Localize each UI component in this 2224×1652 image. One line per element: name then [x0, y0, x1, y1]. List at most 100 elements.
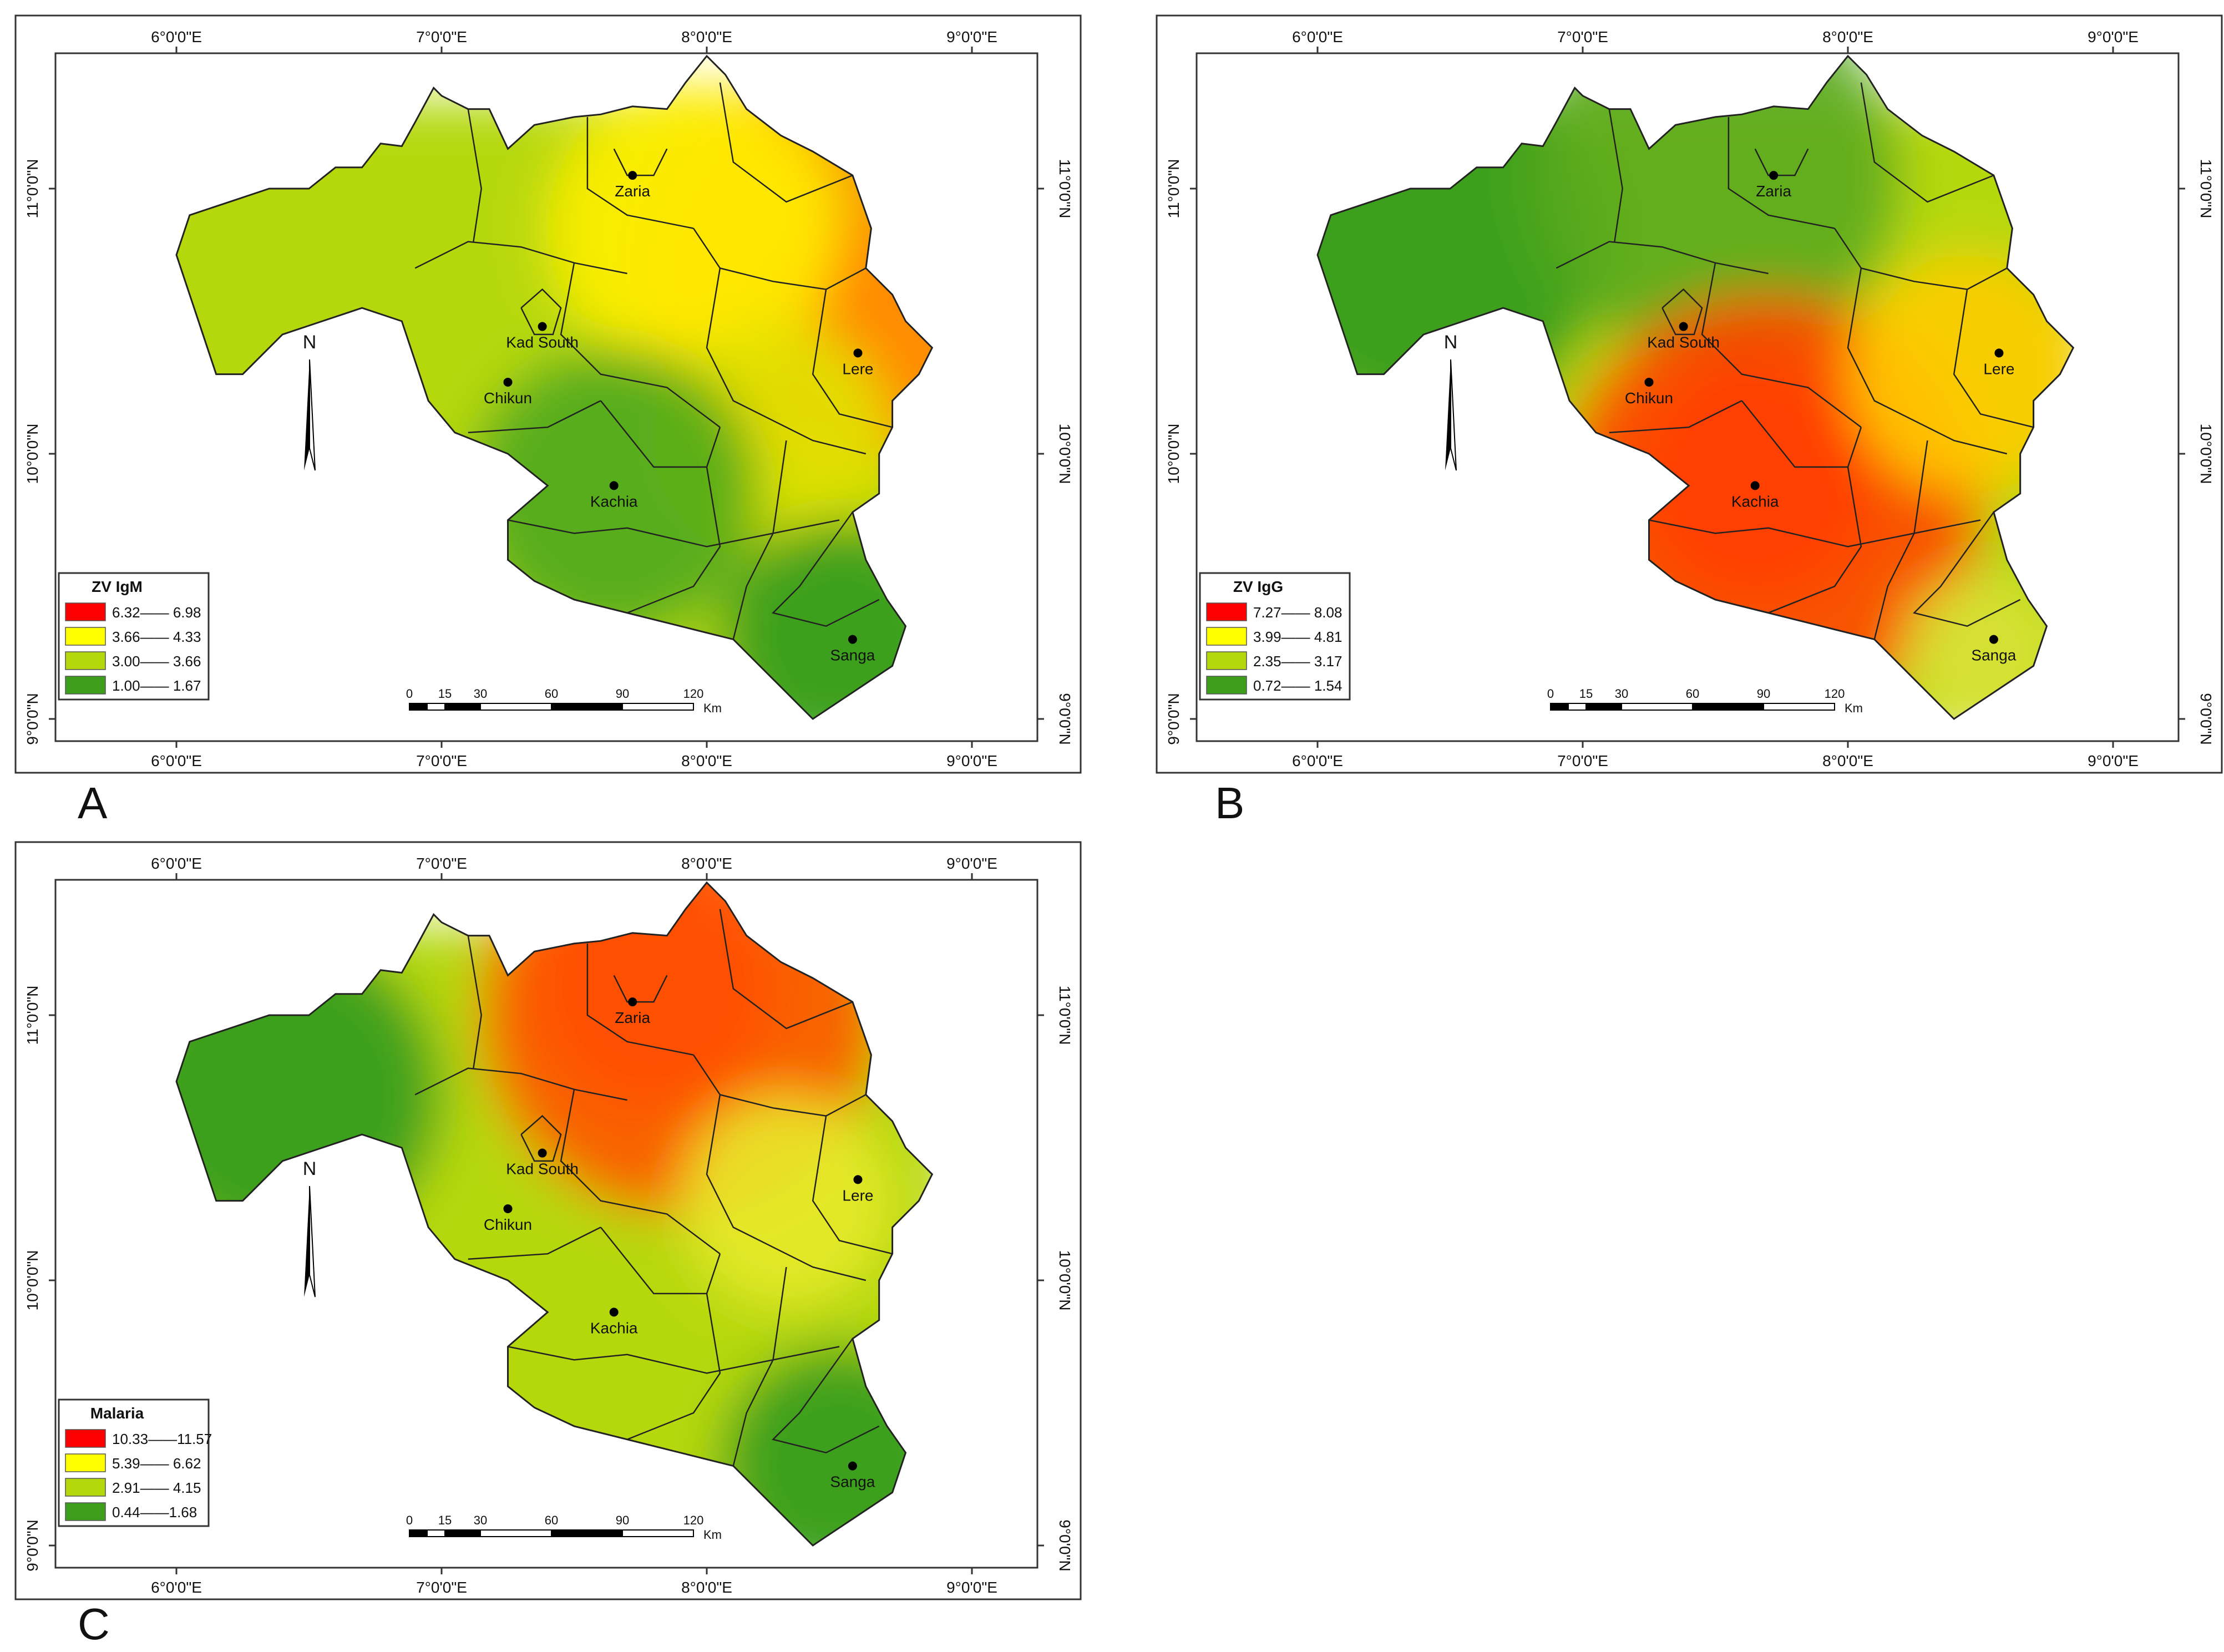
legend: ZV IgG 7.27—— 8.08 3.99—— 4.81 2.35—— 3.17 0…	[1199, 572, 1351, 701]
place-label-kachia: Kachia	[590, 1319, 638, 1336]
lon-label-bottom: 8°0'0"E	[1822, 752, 1873, 769]
map-panel-b: 6°0'0"E 6°0'0"E 7°0'0"E 7°0'0"E 8°0'0"E 8°0'0…	[1156, 14, 2223, 828]
state-outline	[175, 54, 934, 720]
scale-segment	[622, 703, 694, 711]
lga-boundary	[600, 400, 721, 468]
legend-swatch	[1206, 676, 1247, 695]
scale-segment	[622, 1529, 694, 1537]
lga-boundary	[719, 909, 853, 1030]
north-arrow-right	[1450, 359, 1457, 471]
legend-class-label: 7.27—— 8.08	[1253, 604, 1342, 621]
legend-title: ZV IgM	[92, 578, 143, 595]
legend-class-label: 3.00—— 3.66	[112, 653, 201, 670]
lon-label-bottom: 6°0'0"E	[151, 752, 202, 769]
scale-segment	[1621, 703, 1693, 711]
place-marker-zaria	[628, 997, 637, 1007]
map-panel-a: 6°0'0"E 6°0'0"E 7°0'0"E 7°0'0"E 8°0'0"E 8°0'0…	[14, 14, 1082, 828]
place-marker-lere	[853, 1175, 863, 1184]
lga-boundary	[508, 519, 840, 548]
lat-label-right: 9°0'0"N	[1056, 1519, 1073, 1571]
place-marker-kachia	[609, 481, 619, 490]
lga-boundary	[1661, 288, 1703, 336]
place-label-kachia: Kachia	[1731, 493, 1779, 510]
scale-tick-label: 120	[683, 687, 704, 701]
lat-label-right: 10°0'0"N	[2197, 424, 2215, 484]
lga-boundary	[468, 1227, 601, 1260]
legend-swatch	[1206, 627, 1247, 646]
place-marker-sanga	[848, 635, 857, 644]
scale-tick-label: 0	[406, 1513, 413, 1527]
scale-tick-label: 30	[1615, 687, 1628, 701]
place-marker-zaria	[1769, 171, 1779, 180]
lon-label-top: 7°0'0"E	[416, 855, 467, 872]
lon-label-bottom: 9°0'0"E	[946, 752, 997, 769]
lga-boundary	[467, 109, 482, 242]
scale-tick-label: 60	[545, 687, 558, 701]
scale-tick-label: 60	[545, 1513, 558, 1527]
scale-segment	[551, 1529, 623, 1537]
lga-boundary	[693, 228, 867, 290]
place-marker-kad-south	[1679, 322, 1688, 331]
lon-label-bottom: 6°0'0"E	[151, 1579, 202, 1596]
legend-class-label: 3.99—— 4.81	[1253, 629, 1342, 645]
lat-label-left: 11°0'0"N	[24, 986, 41, 1045]
lga-boundary	[1953, 289, 2034, 428]
place-marker-kad-south	[538, 322, 547, 331]
lat-label-left: 9°0'0"N	[24, 1519, 41, 1571]
scale-tick-label: 15	[438, 687, 452, 701]
lga-boundary	[1741, 400, 1862, 468]
place-marker-sanga	[1989, 635, 1998, 644]
lon-label-top: 6°0'0"E	[151, 855, 202, 872]
place-marker-sanga	[848, 1461, 857, 1471]
lat-label-left: 9°0'0"N	[1165, 693, 1182, 744]
legend-class-label: 1.00—— 1.67	[112, 677, 201, 694]
place-marker-kachia	[609, 1308, 619, 1317]
place-label-zaria: Zaria	[615, 183, 650, 200]
scale-segment	[427, 1529, 445, 1537]
lga-boundary	[1701, 262, 1862, 428]
lga-boundary	[812, 1116, 893, 1255]
place-label-lere: Lere	[1983, 360, 2014, 377]
scale-segment	[1550, 703, 1569, 711]
place-label-sanga: Sanga	[830, 647, 875, 664]
place-marker-lere	[1994, 348, 2004, 358]
lga-boundary	[732, 1266, 787, 1466]
place-label-chikun: Chikun	[484, 389, 532, 407]
legend-swatch	[65, 627, 106, 646]
lon-label-bottom: 7°0'0"E	[1557, 752, 1608, 769]
lga-boundary	[1556, 241, 1769, 275]
scale-tick-label: 15	[1579, 687, 1593, 701]
north-arrow: N	[1444, 332, 1457, 471]
lga-boundary	[613, 148, 668, 176]
lat-label-left: 11°0'0"N	[1165, 159, 1182, 219]
place-marker-kad-south	[538, 1148, 547, 1158]
place-label-kad-south: Kad South	[1647, 334, 1720, 351]
scale-tick-label: 15	[438, 1513, 452, 1527]
lon-label-top: 9°0'0"E	[946, 855, 997, 872]
lga-boundary	[627, 467, 721, 614]
place-marker-kachia	[1750, 481, 1760, 490]
scale-unit: Km	[703, 1528, 722, 1542]
scale-segment	[409, 1529, 428, 1537]
lon-label-top: 7°0'0"E	[416, 28, 467, 45]
lga-boundary	[1860, 82, 1994, 203]
legend-title: ZV IgG	[1233, 578, 1283, 595]
legend-swatch	[65, 1478, 106, 1497]
legend-class-label: 5.39—— 6.62	[112, 1455, 201, 1472]
place-label-sanga: Sanga	[830, 1473, 875, 1491]
place-marker-zaria	[628, 171, 637, 180]
lga-boundary	[508, 1346, 840, 1374]
lga-boundary	[467, 935, 482, 1068]
scale-tick-label: 0	[406, 687, 413, 701]
lat-label-left: 10°0'0"N	[24, 424, 41, 484]
scale-tick-label: 90	[616, 1513, 629, 1527]
place-label-kachia: Kachia	[590, 493, 638, 510]
legend-swatch	[65, 602, 106, 621]
scale-tick-label: 30	[474, 1513, 487, 1527]
place-label-lere: Lere	[842, 1187, 873, 1204]
panel-letter: A	[78, 778, 108, 828]
place-label-kad-south: Kad South	[506, 1161, 579, 1178]
lat-label-left: 11°0'0"N	[24, 159, 41, 219]
lga-boundary	[1608, 109, 1623, 242]
